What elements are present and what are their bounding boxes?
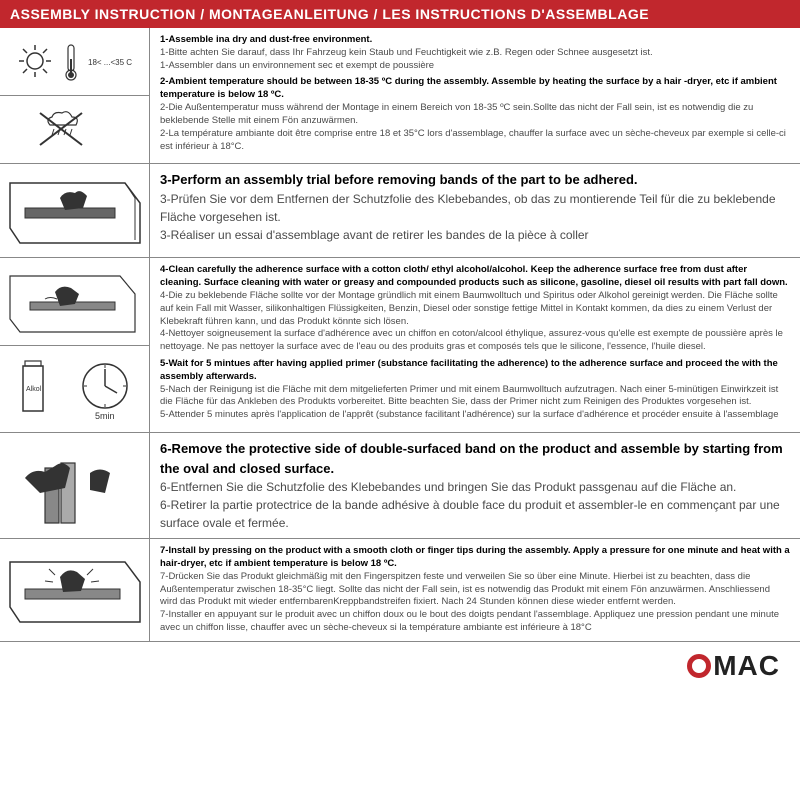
step5-fr: 5-Attender 5 minutes après l'application…: [160, 409, 778, 420]
step5-de: 5-Nach der Reinigung ist die Fläche mit …: [160, 384, 778, 408]
step7-fr: 7-Installer en appuyant sur le produit a…: [160, 609, 779, 633]
icon-sun: 18< ...<35 C: [0, 28, 149, 96]
row-6: 6-Remove the protective side of double-s…: [0, 433, 800, 539]
step3-fr: 3-Réaliser un essai d'assemblage avant d…: [160, 228, 589, 242]
step6-fr: 6-Retirer la partie protectrice de la ba…: [160, 498, 780, 530]
step7-en: 7-Install by pressing on the product wit…: [160, 545, 790, 569]
row-3: 3-Perform an assembly trial before remov…: [0, 164, 800, 258]
text-4-5: 4-Clean carefully the adherence surface …: [150, 258, 800, 432]
step3-en: 3-Perform an assembly trial before remov…: [160, 172, 638, 187]
step1-en: 1-Assemble ina dry and dust-free environ…: [160, 34, 372, 45]
svg-text:5min: 5min: [95, 411, 115, 421]
logo-o-icon: [687, 654, 711, 678]
header-title: ASSEMBLY INSTRUCTION / MONTAGEANLEITUNG …: [0, 0, 800, 28]
step1-de: 1-Bitte achten Sie darauf, dass Ihr Fahr…: [160, 47, 653, 58]
icon-env-temp: 18< ...<35 C: [0, 28, 150, 163]
step6-de: 6-Entfernen Sie die Schutzfolie des Kleb…: [160, 480, 736, 494]
step1-fr: 1-Assembler dans un environnement sec et…: [160, 60, 434, 71]
text-6: 6-Remove the protective side of double-s…: [150, 433, 800, 538]
text-3: 3-Perform an assembly trial before remov…: [150, 164, 800, 257]
step5-en: 5-Wait for 5 mintues after having applie…: [160, 358, 778, 382]
icon-no-rain: [0, 96, 149, 163]
step7-de: 7-Drücken Sie das Produkt gleichmäßig mi…: [160, 571, 770, 608]
step2-de: 2-Die Außentemperatur muss während der M…: [160, 102, 753, 126]
brand-logo: MAC: [687, 650, 780, 682]
step4-fr: 4-Nettoyer soigneusement la surface d'ad…: [160, 328, 783, 352]
step4-de: 4-Die zu beklebende Fläche sollte vor de…: [160, 290, 778, 327]
step2-fr: 2-La température ambiante doit être comp…: [160, 128, 786, 152]
row-4-5: Alkol 5min 4-Clean carefully the adheren…: [0, 258, 800, 433]
step4-en: 4-Clean carefully the adherence surface …: [160, 264, 788, 288]
temp-range-text: 18< ...<35 C: [88, 58, 132, 67]
row-1-2: 18< ...<35 C 1-Assemble ina dry and dust…: [0, 28, 800, 164]
footer: MAC: [0, 642, 800, 690]
text-1-2: 1-Assemble ina dry and dust-free environ…: [150, 28, 800, 163]
icon-clean-wait: Alkol 5min: [0, 258, 150, 432]
svg-text:Alkol: Alkol: [26, 386, 42, 393]
icon-remove-band: [0, 433, 150, 538]
text-7: 7-Install by pressing on the product wit…: [150, 539, 800, 641]
step3-de: 3-Prüfen Sie vor dem Entfernen der Schut…: [160, 192, 776, 224]
icon-trial: [0, 164, 150, 257]
icon-clean: [0, 258, 149, 345]
step2-en: 2-Ambient temperature should be between …: [160, 76, 777, 100]
step6-en: 6-Remove the protective side of double-s…: [160, 441, 783, 476]
row-7: 7-Install by pressing on the product wit…: [0, 539, 800, 642]
icon-primer-timer: Alkol 5min: [0, 346, 149, 432]
icon-press: [0, 539, 150, 641]
logo-text: MAC: [713, 650, 780, 682]
